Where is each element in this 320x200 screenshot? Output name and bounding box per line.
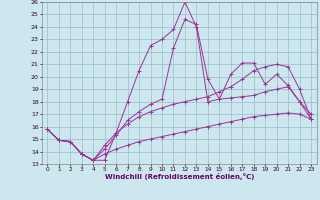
X-axis label: Windchill (Refroidissement éolien,°C): Windchill (Refroidissement éolien,°C)	[105, 173, 254, 180]
